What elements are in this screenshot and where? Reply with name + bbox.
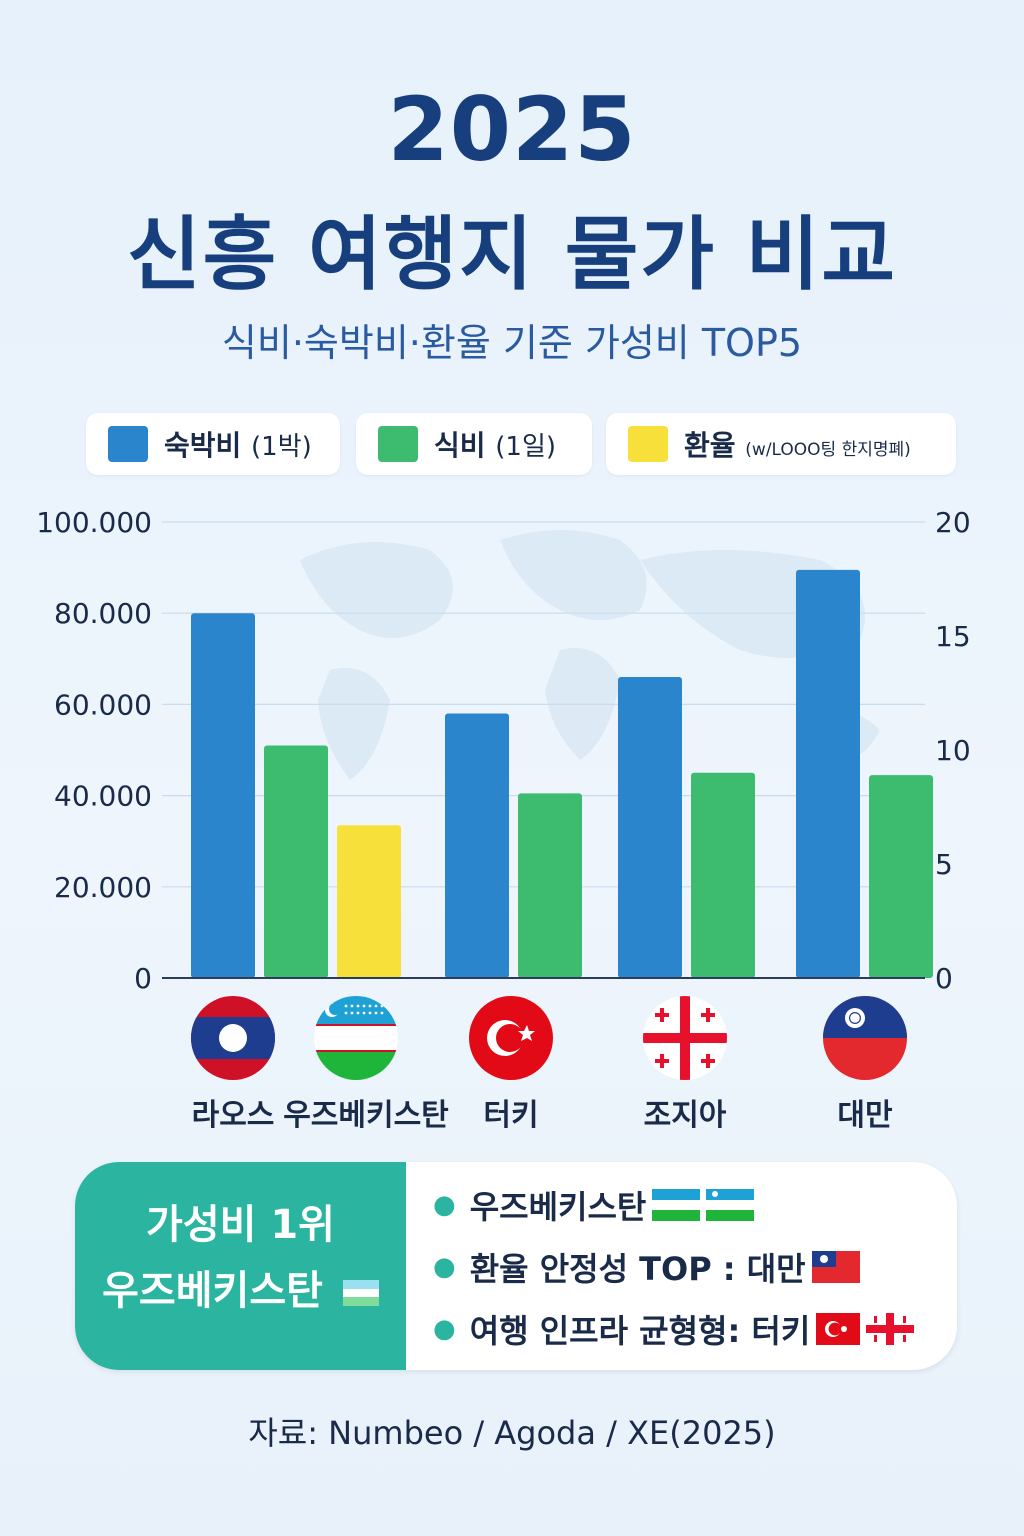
legend-label-exchange: 환율 xyxy=(684,429,736,462)
title-year: 2025 xyxy=(387,78,637,181)
turkey-flag-icon xyxy=(469,996,553,1080)
page-subtitle: 식비·숙박비·환율 기준 가성비 TOP5 xyxy=(221,321,803,365)
y-right-tick-label: 0 xyxy=(935,962,953,995)
summary-highlight: 가성비 1위 우즈베키스탄 xyxy=(75,1162,406,1370)
uzbekistan-flag-icon xyxy=(342,1280,379,1306)
country-label-turkey: 터키 xyxy=(483,1098,539,1133)
country-label-laos: 라오스 xyxy=(191,1098,275,1133)
uzbekistan-flag-icon xyxy=(314,996,398,1080)
y-left-tick-label: 20.000 xyxy=(54,871,152,904)
y-right-tick-label: 5 xyxy=(935,848,953,881)
y-left-tick-label: 40.000 xyxy=(54,780,152,813)
country-label-uzbekistan: 우즈베키스탄 xyxy=(283,1098,449,1133)
bar-0-식비 (1일) xyxy=(264,745,328,978)
world-map-background xyxy=(300,530,880,780)
uzbekistan-flag-icon xyxy=(706,1189,755,1221)
bar-2-식비 (1일) xyxy=(518,793,582,978)
legend-label-lodging: 숙박비 xyxy=(164,429,242,462)
uzbekistan-flag-icon xyxy=(652,1189,701,1221)
y-right-tick-label: 15 xyxy=(935,620,971,653)
legend-food: 식비 (1일) xyxy=(356,413,592,475)
country-label-taiwan: 대만 xyxy=(837,1098,893,1133)
legend-swatch-lodging xyxy=(108,426,148,462)
y-left-tick-label: 100.000 xyxy=(36,506,152,539)
y-right-tick-label: 20 xyxy=(935,506,971,539)
bar-4-식비 (1일) xyxy=(869,775,933,978)
legend-lodging: 숙박비 (1박) xyxy=(86,413,340,475)
legend-note-lodging: (1박) xyxy=(251,432,312,462)
bullet-icon: ● xyxy=(433,1252,456,1282)
bar-1-환율 xyxy=(337,825,401,978)
legend-label-food: 식비 xyxy=(434,429,486,462)
georgia-flag-icon xyxy=(643,996,727,1080)
bar-0-숙박비 (1박) xyxy=(191,613,255,978)
taiwan-flag-icon xyxy=(811,1251,860,1283)
georgia-flag-icon xyxy=(866,1313,915,1345)
legend-exchange: 환율 (w/LOOO팅 한지명폐) xyxy=(606,413,956,475)
bar-3-숙박비 (1박) xyxy=(618,677,682,978)
summary-item: ● 여행 인프라 균형형: 터키 xyxy=(433,1306,915,1352)
y-axis-right: 0 5 10 15 20 xyxy=(935,506,971,995)
summary-rank-label: 가성비 1위 xyxy=(146,1202,335,1248)
page-title: 신흥 여행지 물가 비교 xyxy=(127,208,897,301)
y-left-tick-label: 0 xyxy=(134,962,152,995)
taiwan-flag-icon xyxy=(823,996,907,1080)
bar-2-숙박비 (1박) xyxy=(445,713,509,978)
summary-item: ● 우즈베키스탄 xyxy=(433,1182,755,1228)
y-left-tick-label: 60.000 xyxy=(54,688,152,721)
summary-item: ● 환율 안정성 TOP : 대만 xyxy=(433,1244,860,1290)
legend-note-food: (1일) xyxy=(495,432,557,462)
turkey-flag-icon xyxy=(816,1313,861,1345)
source-note: 자료: Numbeo / Agoda / XE(2025) xyxy=(248,1414,776,1452)
bar-4-숙박비 (1박) xyxy=(796,569,860,978)
summary-card: 가성비 1위 우즈베키스탄 ● 우즈베키스탄 ● 환율 안정성 TOP : 대만… xyxy=(75,1162,957,1370)
y-right-tick-label: 10 xyxy=(935,734,971,767)
bar-chart: 0 20.000 40.000 60.000 80.000 100.000 0 5 10 15 2… xyxy=(36,506,971,995)
legend-note-exchange: (w/LOOO팅 한지명폐) xyxy=(745,440,911,460)
laos-flag-icon xyxy=(191,996,275,1080)
y-axis-left: 0 20.000 40.000 60.000 80.000 100.000 xyxy=(36,506,152,995)
bar-3-식비 (1일) xyxy=(691,772,755,978)
bullet-icon: ● xyxy=(433,1314,456,1344)
y-left-tick-label: 80.000 xyxy=(54,597,152,630)
country-label-georgia: 조지아 xyxy=(643,1098,727,1133)
bullet-icon: ● xyxy=(433,1190,456,1220)
bars xyxy=(191,569,933,978)
legend-swatch-exchange xyxy=(628,426,668,462)
summary-winner: 우즈베키스탄 xyxy=(102,1268,323,1314)
legend-swatch-food xyxy=(378,426,418,462)
